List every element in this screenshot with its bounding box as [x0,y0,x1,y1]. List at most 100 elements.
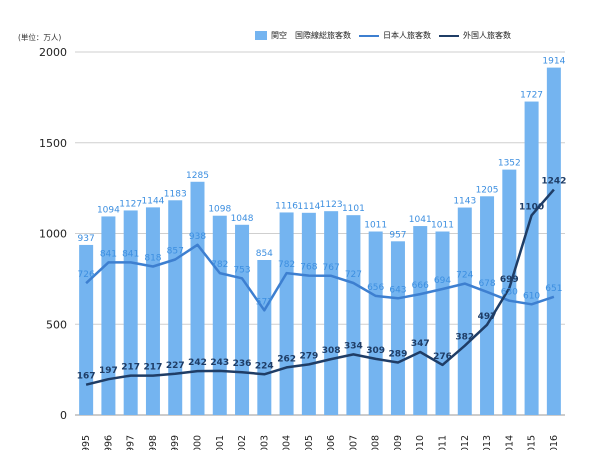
foreign-value-label: 167 [77,372,96,382]
x-tick-label: 2003 [259,435,270,450]
foreign-value-label: 243 [210,358,229,368]
japanese-value-label: 577 [256,297,273,307]
legend-item-total: 関空 国際線総旅客数 [255,30,351,41]
foreign-value-label: 497 [478,312,497,322]
bar-value-label: 1094 [97,205,120,215]
foreign-value-label: 347 [411,339,430,349]
x-tick-label: 1995 [81,435,92,450]
bar-value-label: 854 [256,249,273,259]
bar-value-label: 957 [389,230,406,240]
y-tick-label: 0 [60,409,67,422]
bar [257,259,272,415]
foreign-value-label: 309 [366,346,385,356]
x-tick-label: 2008 [371,435,382,450]
x-tick-label: 2010 [415,435,426,450]
x-tick-label: 2007 [348,435,359,450]
legend-label-foreign: 外国人旅客数 [463,31,511,40]
foreign-value-label: 279 [299,351,318,361]
japanese-value-label: 753 [233,265,250,275]
bar [390,241,405,415]
bar-value-label: 1098 [208,205,231,215]
x-tick-label: 2012 [460,435,471,450]
japanese-value-label: 726 [78,270,95,280]
legend-item-japanese: 日本人旅客数 [359,30,431,41]
x-tick-label: 2004 [282,435,293,450]
chart-legend: 関空 国際線総旅客数 日本人旅客数 外国人旅客数 [255,30,511,41]
x-tick-label: 2014 [504,435,515,450]
bar-value-label: 1352 [498,159,521,169]
y-unit-label: (単位：万人) [18,33,62,42]
bar-value-label: 1011 [364,221,387,231]
japanese-value-label: 656 [367,283,384,293]
legend-swatch-total [255,31,267,40]
bar [480,196,495,415]
bar [324,211,339,415]
bar [524,101,539,415]
foreign-value-label: 236 [233,359,252,369]
bar [123,210,138,415]
bar [79,244,94,415]
bar-value-label: 1011 [431,221,454,231]
japanese-value-label: 782 [211,260,228,270]
foreign-value-label: 227 [166,361,185,371]
foreign-value-label: 1242 [541,177,566,187]
bar-value-label: 1144 [142,196,165,206]
x-tick-label: 1998 [148,435,159,450]
foreign-value-label: 262 [277,354,296,364]
legend-swatch-foreign [439,34,459,37]
japanese-value-label: 857 [167,246,184,256]
bar [212,215,227,415]
foreign-value-label: 217 [144,363,163,373]
bar [502,169,517,415]
foreign-value-label: 699 [500,275,519,285]
x-tick-label: 2016 [549,435,560,450]
legend-label-total: 関空 国際線総旅客数 [271,31,351,40]
foreign-value-label: 242 [188,358,207,368]
japanese-value-label: 610 [523,291,540,301]
japanese-value-label: 643 [389,285,406,295]
x-tick-label: 2015 [527,435,538,450]
japanese-value-label: 782 [278,260,295,270]
bar [235,224,250,415]
bar [301,212,316,415]
foreign-value-label: 334 [344,341,363,351]
bar-value-label: 1116 [275,201,298,211]
bar-value-label: 1041 [409,215,432,225]
bar [145,207,160,415]
bar [190,181,205,415]
y-tick-label: 1000 [39,228,67,241]
bar-value-label: 1114 [297,202,320,212]
foreign-value-label: 1100 [519,202,544,212]
legend-label-japanese: 日本人旅客数 [383,31,431,40]
y-tick-label: 500 [46,318,67,331]
bar-value-label: 1048 [231,214,254,224]
bar-value-label: 1914 [542,57,565,67]
x-tick-label: 2013 [482,435,493,450]
bar-value-label: 937 [78,234,95,244]
foreign-value-label: 382 [455,333,474,343]
foreign-value-label: 276 [433,352,452,362]
japanese-value-label: 630 [501,288,518,298]
x-tick-label: 1999 [170,435,181,450]
japanese-value-label: 818 [144,254,161,264]
foreign-value-label: 289 [389,350,408,360]
x-tick-label: 1997 [126,435,137,450]
bar [101,216,116,415]
japanese-value-label: 938 [189,232,206,242]
japanese-value-label: 678 [478,279,495,289]
bar-value-label: 1183 [164,189,187,199]
line-foreign [85,188,555,386]
bar [279,212,294,415]
foreign-value-label: 197 [99,366,118,376]
x-tick-label: 2011 [438,435,449,450]
bar [368,231,383,415]
japanese-value-label: 651 [545,284,562,294]
bar-value-label: 1143 [453,197,476,207]
bar [546,67,561,415]
bar-value-label: 1101 [342,204,365,214]
foreign-value-label: 224 [255,361,274,371]
bar-value-label: 1127 [119,199,142,209]
bar [457,207,472,415]
y-tick-label: 2000 [39,46,67,59]
japanese-value-label: 694 [434,276,451,286]
